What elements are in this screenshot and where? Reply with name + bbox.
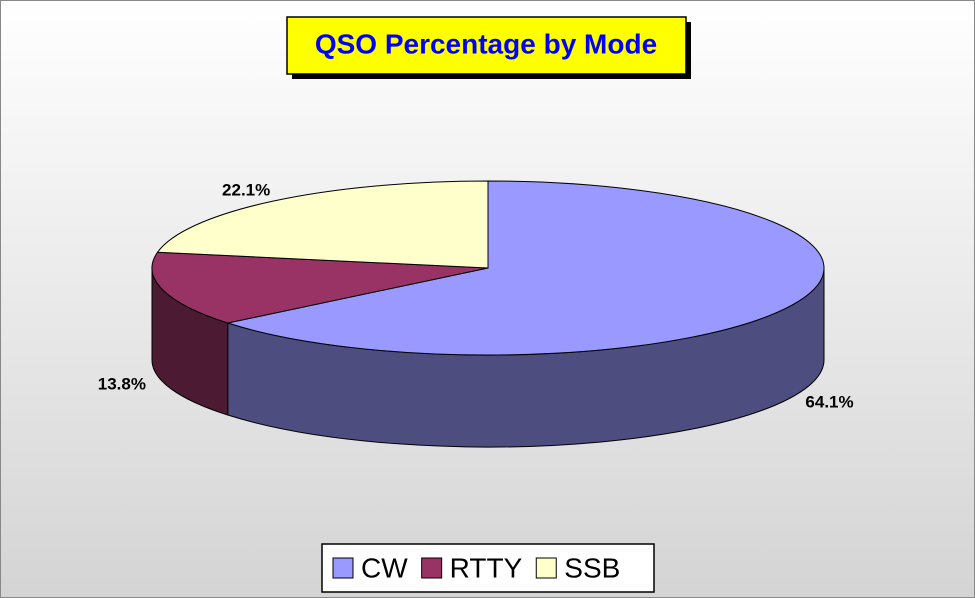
- legend-swatch: [421, 557, 443, 579]
- data-label: 22.1%: [222, 181, 270, 200]
- pie-slice: [225, 180, 825, 356]
- pie-slice: [156, 180, 489, 269]
- chart-title: QSO Percentage by Mode: [315, 28, 657, 59]
- data-label: 13.8%: [98, 374, 146, 393]
- legend-label: RTTY: [450, 552, 523, 583]
- pie-slice: [151, 251, 489, 324]
- legend-box: [321, 543, 655, 593]
- pie: 64.1% 13.8% 22.1%: [98, 180, 854, 448]
- legend-label: CW: [361, 552, 408, 583]
- title-box: [286, 16, 687, 75]
- data-label: 64.1%: [805, 392, 853, 411]
- legend: CW RTTY SSB: [332, 552, 620, 583]
- legend-label: SSB: [564, 552, 620, 583]
- legend-swatch: [332, 557, 354, 579]
- legend-swatch: [535, 557, 557, 579]
